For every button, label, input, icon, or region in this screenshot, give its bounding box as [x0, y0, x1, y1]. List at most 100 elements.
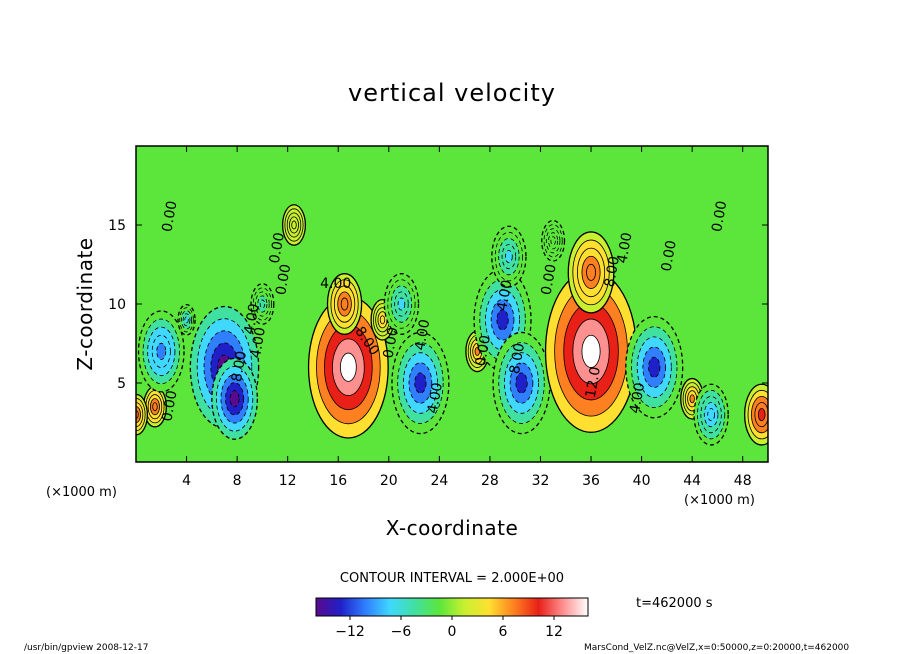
contour-label: 0.00: [273, 263, 294, 296]
velocity-cell: [743, 383, 768, 446]
contour-line: [136, 398, 146, 432]
contour-label: 12.0: [583, 366, 604, 399]
contour-line: [576, 247, 606, 298]
contour-band: [291, 220, 297, 230]
contour-line: [326, 273, 363, 335]
contour-line: [281, 204, 307, 246]
x-tick-label: 32: [532, 473, 550, 489]
x-axis-unit-left: (×1000 m): [46, 485, 117, 500]
contour-line: [220, 374, 249, 424]
x-tick-label: 8: [233, 473, 242, 489]
contour-line: [743, 383, 768, 446]
contour-line: [707, 408, 715, 422]
velocity-cell: [281, 204, 307, 246]
x-tick-label: 4: [182, 473, 191, 489]
contour-line: [636, 336, 672, 398]
contour-line: [177, 303, 196, 336]
contour-line: [330, 279, 359, 329]
contour-label: 4.00: [627, 381, 648, 414]
contour-label: 0.00: [267, 231, 288, 264]
footer-left: /usr/bin/gpview 2008-12-17: [24, 643, 148, 653]
contour-line: [494, 231, 523, 282]
x-tick-label: 28: [481, 473, 499, 489]
contour-line: [498, 237, 520, 276]
contour-band: [550, 236, 556, 245]
contour-line: [541, 219, 566, 262]
velocity-cell: [383, 273, 420, 335]
velocity-cell: [567, 231, 615, 314]
velocity-cell: [541, 219, 566, 262]
contour-line: [402, 352, 438, 414]
contour-line: [550, 236, 556, 246]
velocity-cell: [326, 273, 363, 335]
contour-band: [260, 299, 265, 309]
contour-line: [387, 279, 416, 329]
contour-line: [757, 408, 766, 422]
contour-band: [505, 250, 513, 263]
contour-line: [545, 228, 561, 254]
colorbar-tick-label: 0: [448, 624, 457, 640]
time-label: t=462000 s: [636, 596, 713, 611]
x-tick-label: 20: [380, 473, 398, 489]
plot-area: 4.008.008.004.004.000.000.000.00 4.00 0.00…: [136, 146, 768, 462]
contour-band: [340, 353, 357, 382]
x-tick-label: 36: [582, 473, 600, 489]
contour-line: [751, 396, 768, 434]
contour-line: [147, 326, 176, 377]
velocity-cell: [177, 303, 196, 336]
contour-line: [490, 299, 515, 341]
contour-line: [548, 232, 559, 250]
contour-band: [586, 264, 596, 281]
colorbar-tick-label: 12: [545, 624, 563, 640]
contour-line: [156, 342, 167, 360]
contour-line: [152, 402, 158, 412]
contour-line: [340, 297, 349, 311]
contour-line: [501, 244, 517, 270]
contour-band: [414, 372, 427, 394]
contour-line: [379, 315, 386, 325]
contour-line: [211, 357, 258, 440]
contour-line: [291, 220, 297, 230]
x-axis-title: X-coordinate: [386, 516, 519, 540]
contour-label: 4.00: [320, 276, 351, 292]
contour-line: [182, 313, 191, 327]
contour-line: [339, 352, 357, 382]
y-tick-label: 5: [117, 376, 126, 392]
contour-line: [689, 394, 695, 404]
contour-band: [341, 297, 348, 311]
footer-right: MarsCond_VelZ.nc@VelZ,x=0:50000,z=0:2000…: [584, 643, 849, 653]
contour-line: [505, 250, 513, 264]
velocity-cell: [625, 315, 684, 419]
x-tick-label: 12: [279, 473, 297, 489]
contour-label: 0.00: [709, 200, 730, 233]
velocity-cell: [211, 357, 258, 440]
contour-label: 8.00: [602, 255, 623, 288]
contour-line: [567, 231, 615, 314]
contour-band: [689, 394, 695, 403]
velocity-cell: [307, 295, 389, 439]
contour-band: [184, 316, 189, 323]
velocity-cell: [492, 331, 551, 435]
y-tick-label: 15: [108, 218, 126, 234]
contour-band: [380, 315, 385, 324]
contour-line: [181, 310, 193, 330]
contour-line: [136, 410, 139, 420]
contour-label: 4.00: [242, 302, 263, 335]
colorbar: [315, 597, 589, 617]
x-tick-label: 16: [329, 473, 347, 489]
velocity-cell: [544, 269, 638, 433]
contour-line: [394, 291, 409, 317]
contour-band: [475, 347, 480, 356]
contour-line: [150, 398, 160, 416]
contour-band: [758, 408, 766, 421]
contour-band: [230, 390, 240, 407]
contour-line: [383, 273, 420, 335]
y-axis-ticks: 5 10 15: [108, 218, 768, 392]
contour-line: [289, 216, 299, 234]
contour-line: [184, 316, 189, 324]
colorbar-tick-label: 6: [499, 624, 508, 640]
contour-line: [215, 366, 254, 432]
velocity-cell: [391, 331, 450, 435]
velocity-cell: [142, 385, 167, 428]
